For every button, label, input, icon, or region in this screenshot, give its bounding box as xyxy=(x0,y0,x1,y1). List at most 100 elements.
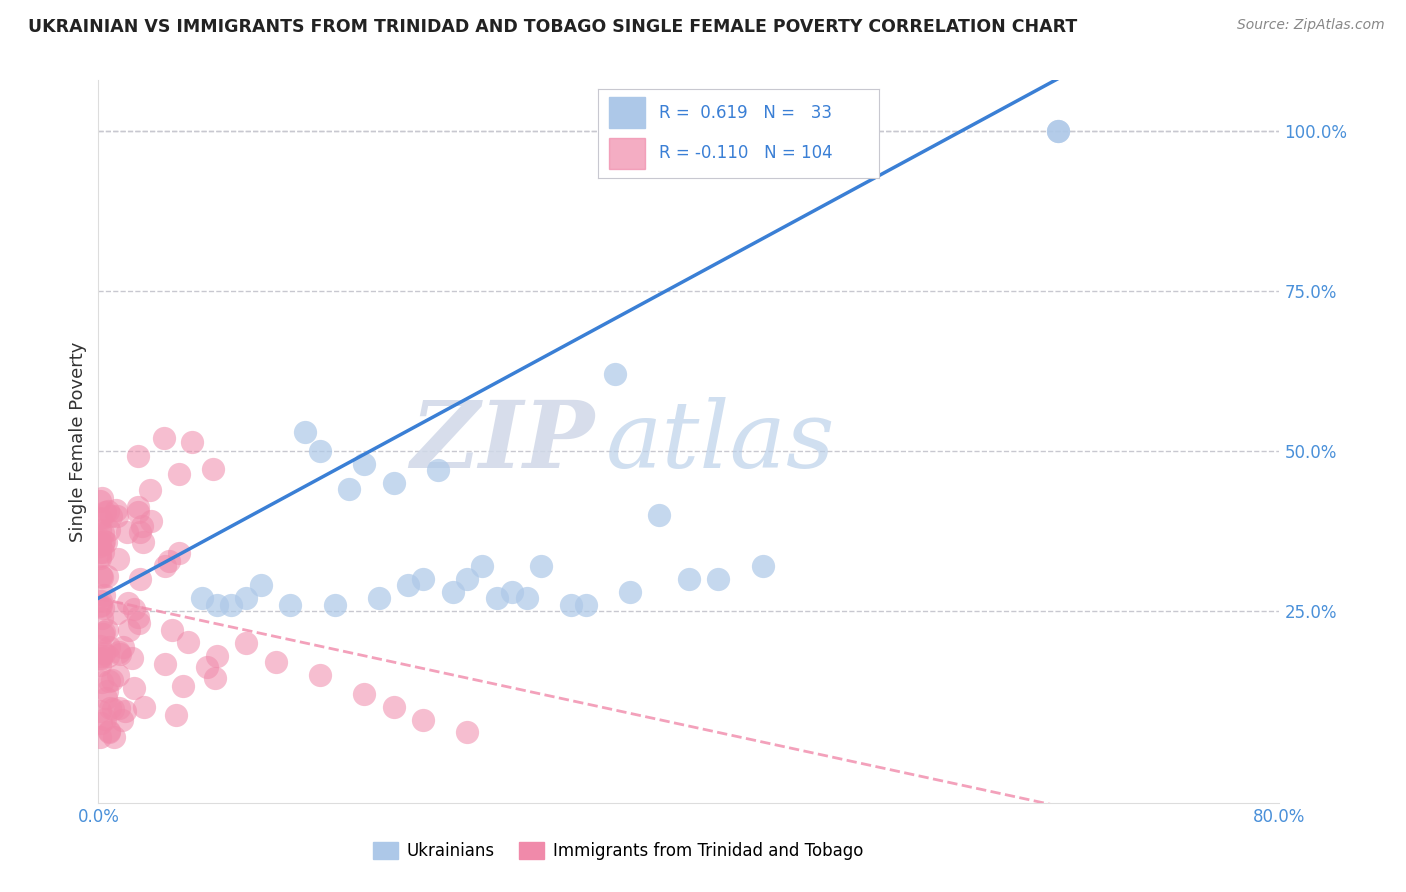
Point xyxy=(412,572,434,586)
Point xyxy=(1046,124,1070,138)
Point xyxy=(89,704,111,718)
Point xyxy=(91,601,114,615)
Bar xyxy=(609,97,645,128)
Point xyxy=(117,597,139,611)
Point xyxy=(89,523,111,537)
Point xyxy=(93,625,115,640)
Point xyxy=(96,569,118,583)
Point xyxy=(98,725,121,739)
Point xyxy=(441,584,464,599)
Point xyxy=(167,467,190,481)
Point xyxy=(353,457,375,471)
Point xyxy=(93,646,115,660)
Point xyxy=(471,559,494,574)
Point xyxy=(90,569,112,583)
Point xyxy=(98,723,121,738)
Point xyxy=(105,502,128,516)
Point xyxy=(89,639,111,653)
Point xyxy=(235,636,257,650)
Point xyxy=(575,598,598,612)
Point xyxy=(114,704,136,718)
Point xyxy=(108,647,131,661)
Point xyxy=(94,534,117,549)
Point xyxy=(128,616,150,631)
Point xyxy=(177,635,200,649)
Point xyxy=(111,713,134,727)
Point xyxy=(107,645,129,659)
Point xyxy=(117,623,139,637)
Point xyxy=(134,700,156,714)
Point xyxy=(89,549,111,564)
Point xyxy=(91,526,114,541)
Point xyxy=(264,655,287,669)
Point xyxy=(89,657,111,672)
Text: UKRAINIAN VS IMMIGRANTS FROM TRINIDAD AND TOBAGO SINGLE FEMALE POVERTY CORRELATI: UKRAINIAN VS IMMIGRANTS FROM TRINIDAD AN… xyxy=(28,18,1077,36)
Point xyxy=(309,444,332,458)
Point xyxy=(91,537,114,551)
Point xyxy=(560,598,582,612)
Point xyxy=(98,701,121,715)
Point xyxy=(457,572,479,586)
Point xyxy=(204,671,226,685)
Point xyxy=(294,425,316,439)
Point xyxy=(127,500,149,514)
Point xyxy=(162,623,183,637)
Point xyxy=(191,591,214,606)
Point xyxy=(122,681,145,695)
Point xyxy=(1046,124,1070,138)
Point xyxy=(648,508,671,522)
Point xyxy=(96,623,118,637)
Point xyxy=(157,553,180,567)
Point xyxy=(111,640,134,654)
Point xyxy=(122,601,145,615)
Point xyxy=(89,551,111,566)
Point xyxy=(90,512,112,526)
Point xyxy=(486,591,509,606)
Point xyxy=(100,508,122,523)
Point xyxy=(89,651,111,665)
Point xyxy=(89,599,111,614)
Point xyxy=(201,461,224,475)
Point xyxy=(98,673,121,688)
Point xyxy=(90,598,112,612)
Point xyxy=(368,591,391,606)
Point xyxy=(323,598,346,612)
Point xyxy=(235,591,257,606)
Point xyxy=(90,594,112,608)
Point xyxy=(280,598,302,612)
Point xyxy=(115,525,138,540)
Text: R = -0.110   N = 104: R = -0.110 N = 104 xyxy=(659,144,832,162)
Point xyxy=(90,652,112,666)
Point xyxy=(91,545,114,559)
Point xyxy=(382,699,405,714)
Point xyxy=(205,598,228,612)
Point xyxy=(172,679,194,693)
Point xyxy=(90,648,112,663)
Bar xyxy=(609,138,645,169)
Point xyxy=(138,483,160,498)
Point xyxy=(339,483,361,497)
Point xyxy=(165,707,187,722)
Point xyxy=(91,570,114,584)
Point xyxy=(105,509,128,524)
Point xyxy=(530,559,553,574)
Point xyxy=(96,684,118,698)
Point xyxy=(412,713,434,727)
Point xyxy=(195,660,218,674)
Point xyxy=(93,588,115,602)
Point xyxy=(153,558,176,573)
Point xyxy=(501,584,523,599)
Point xyxy=(619,584,641,599)
Point xyxy=(127,505,149,519)
Point xyxy=(131,518,153,533)
Point xyxy=(678,572,700,586)
Point xyxy=(605,368,627,382)
Point xyxy=(103,731,125,745)
Point xyxy=(707,572,730,586)
Point xyxy=(91,611,114,625)
Point xyxy=(353,687,375,701)
Point xyxy=(89,539,111,553)
Point xyxy=(89,730,111,744)
Point xyxy=(96,690,118,705)
Point xyxy=(91,675,114,690)
